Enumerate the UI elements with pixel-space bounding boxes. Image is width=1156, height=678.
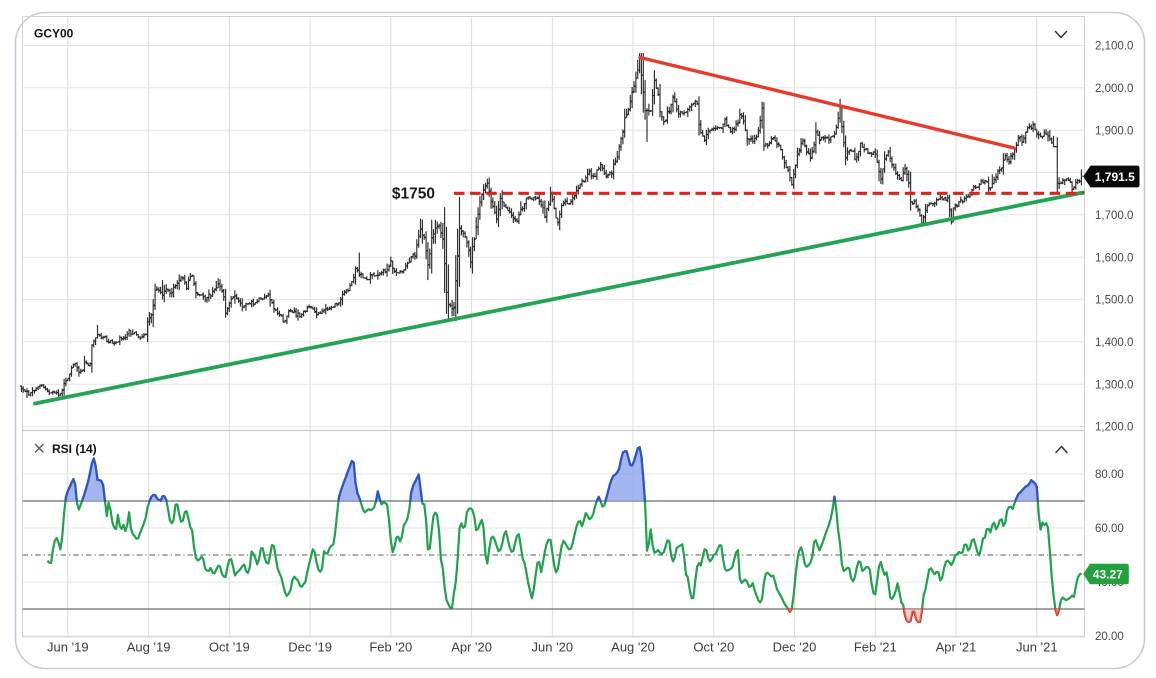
- svg-text:1,600.0: 1,600.0: [1095, 252, 1133, 264]
- svg-text:Oct '19: Oct '19: [209, 640, 250, 655]
- svg-text:GCY00: GCY00: [34, 27, 74, 41]
- svg-text:Dec '20: Dec '20: [773, 640, 817, 655]
- svg-text:Feb '20: Feb '20: [369, 640, 412, 655]
- svg-text:1,200.0: 1,200.0: [1095, 422, 1133, 434]
- svg-text:1,300.0: 1,300.0: [1095, 379, 1133, 391]
- svg-text:80.00: 80.00: [1095, 469, 1124, 481]
- svg-text:Apr '20: Apr '20: [451, 640, 492, 655]
- svg-text:$1750: $1750: [392, 185, 435, 202]
- svg-text:Oct '20: Oct '20: [693, 640, 734, 655]
- svg-text:RSI (14): RSI (14): [52, 442, 97, 456]
- svg-text:60.00: 60.00: [1095, 523, 1124, 535]
- svg-text:1,500.0: 1,500.0: [1095, 295, 1133, 307]
- svg-text:Jun '21: Jun '21: [1016, 640, 1058, 655]
- svg-text:1,791.5: 1,791.5: [1095, 170, 1135, 184]
- svg-text:Jun '20: Jun '20: [532, 640, 574, 655]
- svg-text:43.27: 43.27: [1093, 567, 1123, 581]
- svg-text:2,100.0: 2,100.0: [1095, 41, 1133, 53]
- svg-text:1,400.0: 1,400.0: [1095, 337, 1133, 349]
- svg-text:Feb '21: Feb '21: [854, 640, 897, 655]
- svg-text:Jun '19: Jun '19: [47, 640, 89, 655]
- svg-text:Dec '19: Dec '19: [288, 640, 332, 655]
- svg-text:1,900.0: 1,900.0: [1095, 125, 1133, 137]
- svg-text:Apr '21: Apr '21: [936, 640, 977, 655]
- svg-text:2,000.0: 2,000.0: [1095, 83, 1133, 95]
- svg-text:20.00: 20.00: [1095, 631, 1124, 643]
- svg-text:Aug '19: Aug '19: [127, 640, 171, 655]
- svg-text:Aug '20: Aug '20: [611, 640, 655, 655]
- svg-text:1,700.0: 1,700.0: [1095, 210, 1133, 222]
